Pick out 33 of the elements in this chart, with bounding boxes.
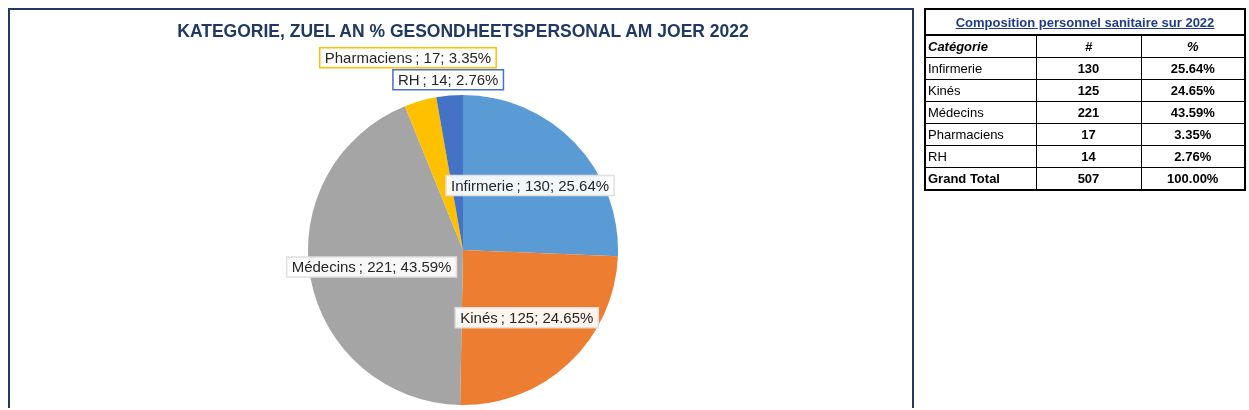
category-label: RH [925, 145, 1036, 168]
data-label: 130 [1036, 57, 1141, 80]
data-label: 24.65% [1141, 79, 1246, 102]
text: Composition personnel sanitaire sur 2022 [925, 9, 1246, 35]
text: # [1036, 35, 1141, 58]
category-label: Grand Total [925, 167, 1036, 190]
slice-label: Pharmaciens [324, 48, 413, 66]
data-label: 43.59% [1141, 101, 1246, 124]
data-label: 2.76% [1141, 145, 1246, 168]
data-label: ; 221; 43.59% [358, 257, 452, 275]
data-label: ; 125; 24.65% [500, 308, 594, 326]
slice-label: Infirmerie [451, 176, 514, 194]
slice-label: Médecins [291, 257, 356, 275]
category-label: Médecins [925, 101, 1036, 124]
text: Catégorie [925, 35, 1036, 58]
chart-title: KATEGORIE, ZUEL AN % GESONDHEETSPERSONAL AM JOER 2022 [177, 21, 749, 42]
data-label: 17 [1036, 123, 1141, 146]
category-label: Kinés [925, 79, 1036, 102]
category-label: Infirmerie [925, 57, 1036, 80]
data-label: ; 130; 25.64% [516, 176, 610, 194]
text: % [1141, 35, 1246, 58]
data-label: 100.00% [1141, 167, 1246, 190]
data-label: 25.64% [1141, 57, 1246, 80]
category-label: Pharmaciens [925, 123, 1036, 146]
slice-label: Kinés [460, 308, 498, 326]
data-label: 125 [1036, 79, 1141, 102]
data-label: ; 14; 2.76% [422, 70, 499, 88]
data-label: ; 17; 3.35% [415, 48, 492, 66]
data-label: 14 [1036, 145, 1141, 168]
data-label: 507 [1036, 167, 1141, 190]
data-label: 221 [1036, 101, 1141, 124]
data-label: 3.35% [1141, 123, 1246, 146]
slice-label: RH [397, 70, 420, 88]
